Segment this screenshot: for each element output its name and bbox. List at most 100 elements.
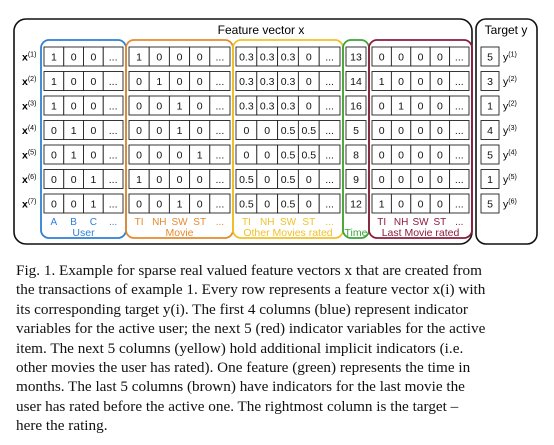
cell-value: 1 xyxy=(398,101,404,113)
caption-line: other movies the user has rated). One fe… xyxy=(16,359,471,377)
target-value: 3 xyxy=(487,76,493,88)
cell-value: 0.3 xyxy=(260,101,275,113)
group-last-movie: 0 0 0 0 ... 1 0 0 0 ... 0 1 0 0 ... 0 0 0 0 ... 0 0 0 0 ... 0 0 0 0.… xyxy=(368,39,473,239)
group-label: Time xyxy=(345,227,368,239)
cell-box xyxy=(209,46,231,67)
cell-box xyxy=(449,46,470,67)
target-value: 4 xyxy=(487,125,493,137)
cell-box xyxy=(345,46,367,67)
cell-value: 0 xyxy=(398,199,404,211)
cell-value: 0 xyxy=(136,125,142,137)
group-user: 1 0 0 ... 1 0 0 ... 1 0 0 ... 0 1 0 ... 0 1 0 ... 0 0 1 ... 0 0 1.… xyxy=(40,39,127,239)
cell-value: ... xyxy=(109,150,118,162)
cell-value: 0 xyxy=(264,150,270,162)
cell-value: 0 xyxy=(197,174,203,186)
cell-value: 0 xyxy=(243,125,249,137)
target-label: y(5) xyxy=(503,174,517,186)
cell-value: 0 xyxy=(264,174,270,186)
cell-value: 0 xyxy=(197,199,203,211)
cell-value: ... xyxy=(455,199,464,211)
cell-value: 1 xyxy=(71,150,77,162)
cell-value: ... xyxy=(216,199,225,211)
cell-value: 0 xyxy=(418,76,424,88)
cell-value: 0 xyxy=(51,125,57,137)
caption-line: months. The last 5 columns (brown) have … xyxy=(16,378,465,396)
cell-value: 1 xyxy=(51,52,57,64)
cell-value: 0.3 xyxy=(281,52,296,64)
cell-value: 0 xyxy=(177,52,183,64)
feature-groups: 1 0 0 ... 1 0 0 ... 1 0 0 ... 0 1 0 ... 0 1 0 ... 0 0 1 ... 0 0 1.… xyxy=(40,39,473,239)
feature-vector-header: Feature vector x xyxy=(218,23,305,37)
cell-value: 0 xyxy=(437,150,443,162)
cell-box xyxy=(318,95,341,116)
subcol-label: ST xyxy=(193,217,206,228)
target-value: 5 xyxy=(487,150,493,162)
row-label: x(5) xyxy=(22,150,36,162)
cell-value: ... xyxy=(109,125,118,137)
feature-vector-figure: Feature vector x Target y x(1)x(2)x(3)x(… xyxy=(13,18,538,245)
cell-value: 0 xyxy=(264,199,270,211)
subcol-label: B xyxy=(70,217,77,228)
cell-value: 0 xyxy=(379,150,385,162)
cell-value: ... xyxy=(325,174,334,186)
cell-value: 0 xyxy=(379,125,385,137)
cell-value: 0.5 xyxy=(239,199,254,211)
cell-value: 0 xyxy=(71,52,77,64)
cell-value: 0 xyxy=(437,199,443,211)
cell-box xyxy=(102,169,124,189)
cell-value: ... xyxy=(109,174,118,186)
cell-value: 0 xyxy=(379,174,385,186)
cell-value: 0.5 xyxy=(301,125,316,137)
target-column: 5 y(1) 3 y(2) 1 y(2) 4 y(3) 5 y(4) 1 y(5) 5 y(6) xyxy=(480,46,517,214)
target-value: 5 xyxy=(487,52,493,64)
cell-value: 0 xyxy=(437,52,443,64)
cell-value: ... xyxy=(325,101,334,113)
cell-box xyxy=(102,71,124,91)
cell-box xyxy=(345,71,367,91)
cell-value: 0 xyxy=(418,199,424,211)
group-label: User xyxy=(72,227,95,239)
cell-box xyxy=(345,144,367,165)
caption-line: variables for the active user; the next … xyxy=(16,320,486,338)
cell-value: ... xyxy=(455,150,464,162)
cell-value: ... xyxy=(216,174,225,186)
caption-line: its corresponding target y(i). The first… xyxy=(16,300,468,318)
cell-value: 1 xyxy=(51,76,57,88)
subcol-label: ... xyxy=(455,217,463,228)
subcol-label: NH xyxy=(260,217,274,228)
cell-value: 0 xyxy=(306,101,312,113)
cell-box xyxy=(102,95,124,116)
cell-value: 1 xyxy=(136,52,142,64)
cell-value: 0.3 xyxy=(260,76,275,88)
cell-value: ... xyxy=(325,76,334,88)
cell-value: 0 xyxy=(398,76,404,88)
caption-line: the transactions of example 1. Every row… xyxy=(16,281,486,299)
cell-value: 0 xyxy=(398,174,404,186)
cell-value: ... xyxy=(455,76,464,88)
cell-box xyxy=(318,46,341,67)
cell-value: 0 xyxy=(71,174,77,186)
cell-value: 0 xyxy=(437,174,443,186)
target-value: 5 xyxy=(487,199,493,211)
cell-value: 0 xyxy=(197,76,203,88)
target-box xyxy=(480,120,500,140)
cell-value: 0 xyxy=(418,174,424,186)
subcol-label: ... xyxy=(325,217,333,228)
group-label: Other Movies rated xyxy=(243,227,332,239)
row-label: x(1) xyxy=(22,52,36,64)
row-label: x(2) xyxy=(22,76,36,88)
subcol-label: SW xyxy=(280,217,297,228)
cell-box xyxy=(318,144,341,165)
subcol-label: ST xyxy=(302,217,315,228)
cell-value: 0 xyxy=(243,150,249,162)
cell-value: 13 xyxy=(350,52,362,64)
cell-box xyxy=(318,169,341,189)
cell-value: ... xyxy=(455,125,464,137)
cell-value: 0 xyxy=(306,52,312,64)
cell-value: 0 xyxy=(51,150,57,162)
target-frame xyxy=(475,18,538,245)
cell-value: 0 xyxy=(379,101,385,113)
cell-value: 0 xyxy=(306,174,312,186)
cell-value: ... xyxy=(455,174,464,186)
cell-value: 0.3 xyxy=(281,76,296,88)
